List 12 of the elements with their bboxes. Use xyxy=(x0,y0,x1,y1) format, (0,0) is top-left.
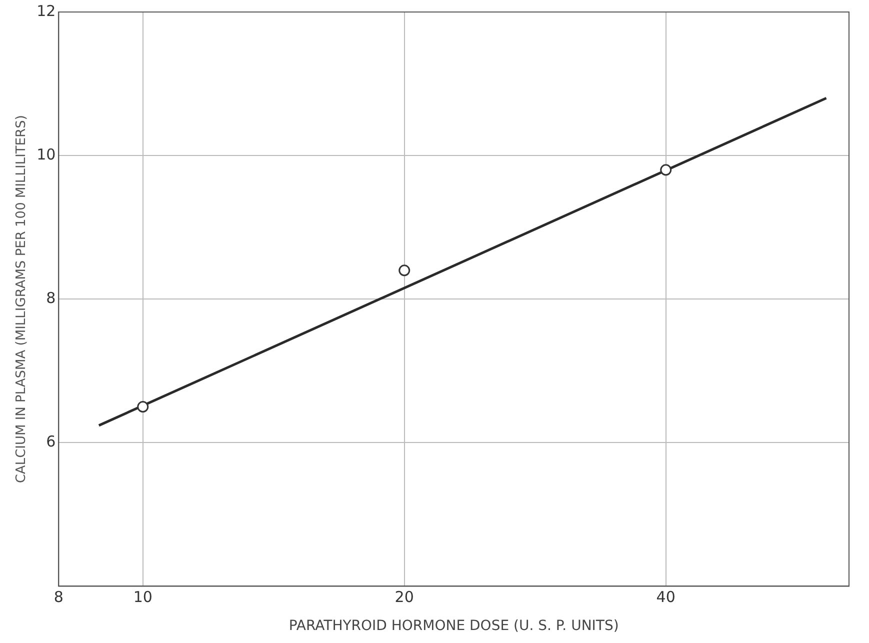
x-tick-label: 10 xyxy=(133,588,152,606)
x-tick-label: 20 xyxy=(394,588,414,606)
y-tick-label: 10 xyxy=(36,145,56,164)
y-tick-label: 6 xyxy=(46,432,56,451)
y-tick-label: 12 xyxy=(36,2,56,20)
y-tick-label: 8 xyxy=(46,288,56,307)
y-axis-title: CALCIUM IN PLASMA (MILLIGRAMS PER 100 MILLILITERS) xyxy=(14,115,30,484)
x-axis-title: PARATHYROID HORMONE DOSE (U. S. P. UNITS) xyxy=(288,618,619,634)
point xyxy=(660,164,672,176)
point xyxy=(398,264,410,276)
x-tick-label: 40 xyxy=(656,588,676,606)
point xyxy=(137,401,149,413)
